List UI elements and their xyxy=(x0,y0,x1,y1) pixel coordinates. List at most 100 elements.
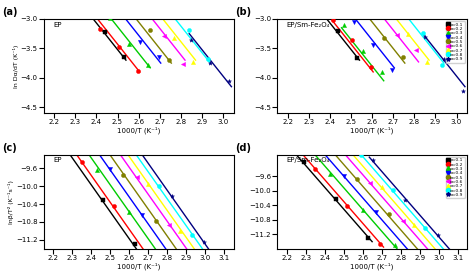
X-axis label: 1000/T (K⁻¹): 1000/T (K⁻¹) xyxy=(350,127,394,134)
Point xyxy=(361,8,369,12)
Point xyxy=(327,172,334,176)
Point xyxy=(434,233,441,238)
Point xyxy=(344,204,351,208)
Point xyxy=(316,11,323,15)
Point xyxy=(136,145,143,149)
Point xyxy=(357,153,365,157)
Point xyxy=(366,181,374,185)
Point xyxy=(141,9,149,14)
Point xyxy=(404,32,412,36)
Point xyxy=(365,236,372,241)
Point xyxy=(346,150,353,154)
X-axis label: 1000/T (K⁻¹): 1000/T (K⁻¹) xyxy=(117,263,160,270)
Point xyxy=(155,55,163,59)
Point xyxy=(201,240,208,244)
Text: EP: EP xyxy=(53,22,62,28)
Point xyxy=(335,28,342,33)
Point xyxy=(400,6,408,10)
Point xyxy=(374,8,382,12)
Point xyxy=(340,174,347,178)
Point xyxy=(279,130,287,135)
Point xyxy=(100,131,108,136)
Point xyxy=(378,70,385,74)
Point xyxy=(188,232,196,237)
Point xyxy=(401,198,409,202)
Text: (a): (a) xyxy=(2,7,18,17)
Point xyxy=(144,182,152,186)
Point xyxy=(106,16,114,20)
Point xyxy=(378,185,385,189)
Y-axis label: lnβ/T² (K⁻¹s⁻¹): lnβ/T² (K⁻¹s⁻¹) xyxy=(9,180,14,224)
Point xyxy=(454,264,461,268)
Point xyxy=(421,226,429,231)
Point xyxy=(144,63,152,68)
Point xyxy=(171,36,178,40)
Point xyxy=(431,254,438,258)
Point xyxy=(423,59,431,64)
Point xyxy=(334,143,342,148)
Point xyxy=(99,198,106,202)
Point xyxy=(391,242,399,247)
X-axis label: 1000/T (K⁻¹): 1000/T (K⁻¹) xyxy=(117,127,160,134)
Point xyxy=(376,241,383,246)
Point xyxy=(165,223,173,227)
Point xyxy=(404,251,412,255)
Text: EP/Sm-Fe₂O₄: EP/Sm-Fe₂O₄ xyxy=(287,157,330,163)
Legend: α=0.1, α=0.2, α=0.3, α=0.4, α=0.5, α=0.6, α=0.7, α=0.8, α=0.9: α=0.1, α=0.2, α=0.3, α=0.4, α=0.5, α=0.6… xyxy=(446,21,465,63)
Point xyxy=(82,0,90,5)
Point xyxy=(367,65,375,69)
Point xyxy=(329,17,337,22)
Point xyxy=(93,168,100,172)
Point xyxy=(46,114,53,119)
Point xyxy=(372,210,380,214)
Point xyxy=(399,55,407,59)
X-axis label: 1000/T (K⁻¹): 1000/T (K⁻¹) xyxy=(350,263,394,270)
Point xyxy=(419,30,427,35)
Point xyxy=(128,7,135,11)
Point xyxy=(369,42,377,47)
Point xyxy=(308,137,315,142)
Point xyxy=(393,33,401,37)
Point xyxy=(101,30,109,34)
Point xyxy=(421,35,428,39)
Point xyxy=(87,124,95,129)
Legend: α=0.1, α=0.2, α=0.3, α=0.4, α=0.5, α=0.6, α=0.7, α=0.8, α=0.9: α=0.1, α=0.2, α=0.3, α=0.4, α=0.5, α=0.6… xyxy=(446,157,465,198)
Y-axis label: ln Dα/dT (K⁻¹): ln Dα/dT (K⁻¹) xyxy=(13,44,19,88)
Point xyxy=(353,177,361,181)
Point xyxy=(188,38,195,43)
Point xyxy=(321,138,328,142)
Point xyxy=(133,175,140,180)
Point xyxy=(115,44,122,49)
Point xyxy=(311,166,319,171)
Point xyxy=(165,58,173,62)
Point xyxy=(138,213,146,217)
Point xyxy=(204,57,212,62)
Point xyxy=(340,23,347,27)
Point xyxy=(332,197,340,202)
Point xyxy=(78,160,85,164)
Point xyxy=(74,122,82,126)
Point xyxy=(418,250,425,254)
Point xyxy=(160,34,168,38)
Text: (d): (d) xyxy=(236,143,251,153)
Point xyxy=(125,210,133,214)
Point xyxy=(106,167,114,171)
Point xyxy=(142,250,150,254)
Text: (b): (b) xyxy=(236,7,252,17)
Point xyxy=(268,124,275,129)
Point xyxy=(171,262,179,266)
Point xyxy=(348,38,356,42)
Point xyxy=(131,242,138,247)
Text: (c): (c) xyxy=(2,143,17,153)
Point xyxy=(300,159,308,164)
Point xyxy=(179,62,187,66)
Point xyxy=(123,140,131,144)
Point xyxy=(120,55,128,59)
Point xyxy=(369,158,377,162)
Point xyxy=(157,254,165,258)
Point xyxy=(380,35,388,40)
Point xyxy=(177,229,184,233)
Point xyxy=(184,262,192,267)
Point xyxy=(385,5,393,9)
Point xyxy=(110,204,118,209)
